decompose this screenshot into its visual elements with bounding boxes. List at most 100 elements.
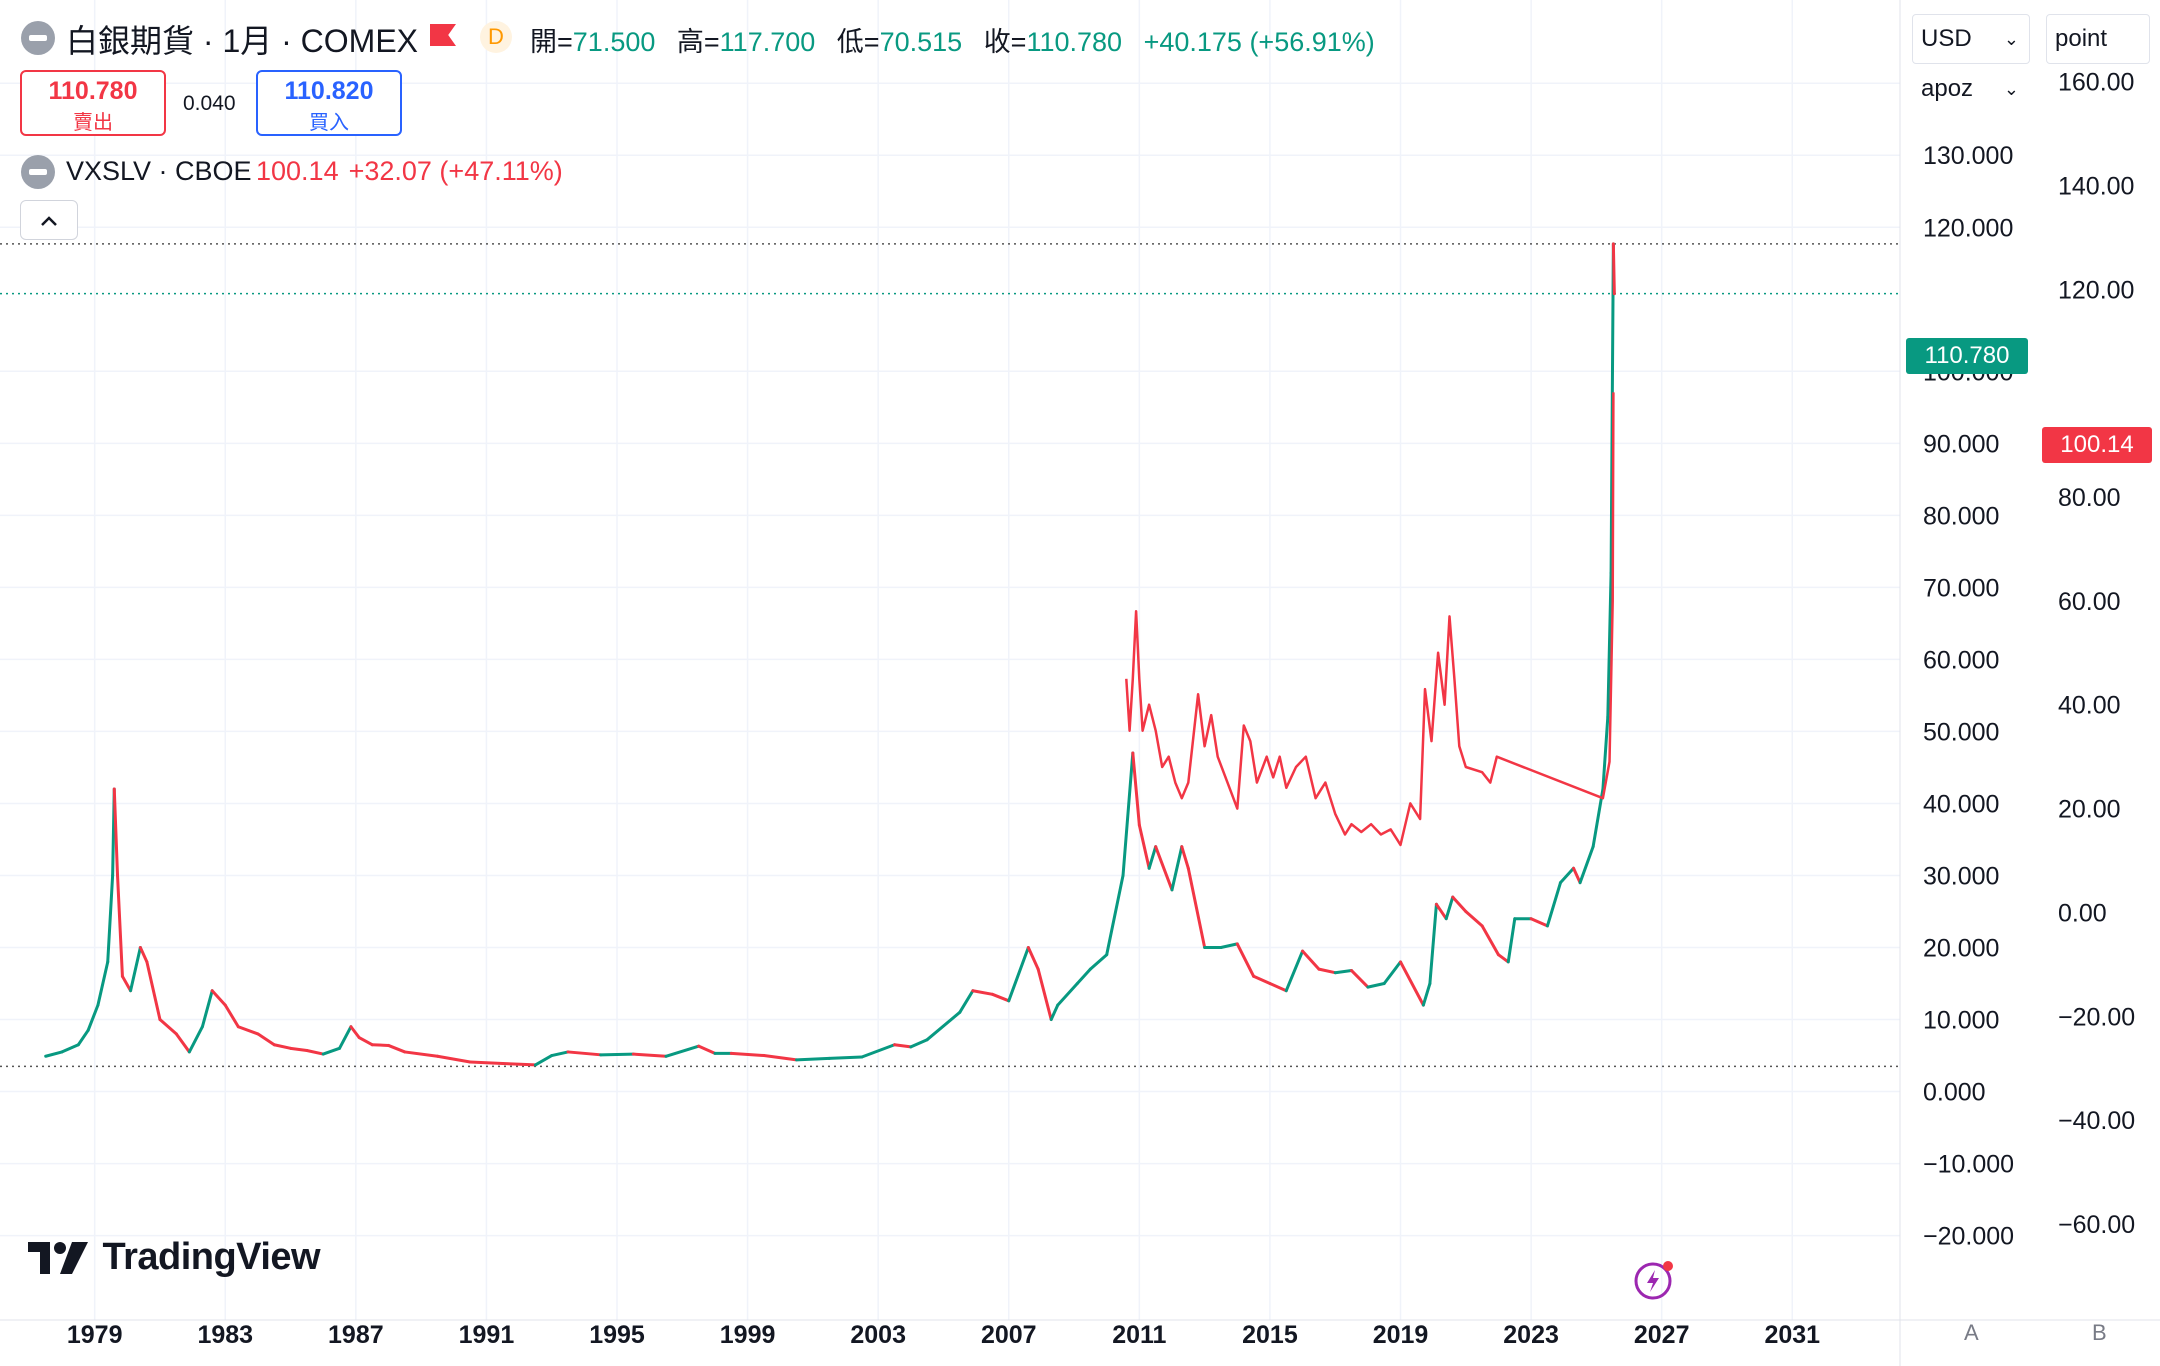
silver-price-segment xyxy=(971,989,994,996)
silver-price-segment xyxy=(200,989,214,1029)
silver-price-segment xyxy=(223,1003,240,1029)
x-tick-label: 1983 xyxy=(197,1321,253,1349)
silver-price-segment xyxy=(1284,949,1305,993)
right-tick-label: −20.00 xyxy=(2058,1003,2135,1031)
silver-price-segment xyxy=(321,1046,342,1056)
silver-price-segment xyxy=(1075,967,1092,986)
silver-price-segment xyxy=(116,873,124,978)
left-tick-label: 70.000 xyxy=(1923,574,1999,602)
silver-price-segment xyxy=(1529,917,1549,928)
silver-price-segment xyxy=(305,1048,325,1056)
collapse-legend-button[interactable] xyxy=(20,200,78,240)
x-tick-label: 2023 xyxy=(1503,1321,1559,1349)
silver-price-segment xyxy=(1219,942,1239,949)
silver-price-segment xyxy=(860,1043,897,1059)
silver-price-segment xyxy=(236,1025,260,1036)
unit-select[interactable]: apoz ⌄ xyxy=(1912,64,2030,114)
silver-price-segment xyxy=(120,974,133,993)
left-tick-label: 10.000 xyxy=(1923,1007,1999,1035)
silver-price-segment xyxy=(138,946,149,964)
buy-button[interactable]: 110.820 買入 xyxy=(256,70,402,136)
plot-area xyxy=(44,242,1616,1067)
low-value: 70.515 xyxy=(879,27,963,57)
left-tick-label: −10.000 xyxy=(1923,1151,2014,1179)
silver-price-segment xyxy=(1235,942,1256,978)
left-tick-label: 50.000 xyxy=(1923,718,1999,746)
time-axis[interactable]: 1979 1983 1987 1991 1995 1999 2003 2007 2011 2015… xyxy=(67,1321,1820,1349)
silver-price-segment xyxy=(1088,953,1109,971)
left-tick-label: 40.000 xyxy=(1923,790,1999,818)
silver-price-segment xyxy=(468,1060,505,1065)
silver-price-segment xyxy=(272,1043,293,1050)
silver-price-segment xyxy=(1180,845,1190,870)
right-price-axis[interactable]: 160.00 140.00 120.00 80.00 60.00 40.00 20.00 0.… xyxy=(2058,69,2135,1239)
silver-price-segment xyxy=(533,1054,554,1067)
silver-price-segment xyxy=(1049,1003,1060,1022)
x-tick-label: 2027 xyxy=(1634,1321,1690,1349)
auto-scale-left-button[interactable]: A xyxy=(1964,1320,1979,1345)
silver-price-segment xyxy=(1545,881,1562,928)
compare-price-tag: 100.14 xyxy=(2042,427,2152,463)
silver-price-segment xyxy=(158,1018,178,1036)
silver-price-segment xyxy=(1496,953,1510,964)
silver-price-segment xyxy=(990,992,1011,1003)
silver-price-segment xyxy=(1036,967,1053,1022)
compare-symbol[interactable]: VXSLV · CBOE xyxy=(66,156,252,186)
x-tick-label: 1987 xyxy=(328,1321,384,1349)
silver-price-segment xyxy=(1317,967,1337,975)
interval-badge: D xyxy=(480,21,512,53)
sell-button[interactable]: 110.780 賣出 xyxy=(20,70,166,136)
silver-price-segment xyxy=(1105,873,1125,957)
x-tick-label: 2003 xyxy=(850,1321,906,1349)
x-tick-label: 2019 xyxy=(1373,1321,1429,1349)
silver-price-segment xyxy=(1333,969,1354,975)
right-unit-label[interactable]: point xyxy=(2046,14,2150,64)
left-tick-label: 30.000 xyxy=(1923,862,1999,890)
x-tick-label: 1999 xyxy=(720,1321,776,1349)
silver-price-segment xyxy=(1007,946,1030,1003)
silver-price-segment xyxy=(370,1043,390,1047)
high-label: 高= xyxy=(676,27,720,57)
silver-price-segment xyxy=(44,1050,64,1058)
compare-value: 100.14 xyxy=(256,156,339,186)
spread-value: 0.040 xyxy=(183,92,236,115)
left-tick-label: 0.000 xyxy=(1923,1079,1986,1107)
right-tick-label: 0.00 xyxy=(2058,899,2107,927)
left-tick-label: 80.000 xyxy=(1923,502,1999,530)
silver-price-segment xyxy=(697,1044,717,1055)
silver-price-segment xyxy=(1137,823,1151,870)
silver-price-segment xyxy=(1464,909,1484,928)
silver-price-segment xyxy=(1506,917,1517,964)
left-tick-label: 20.000 xyxy=(1923,935,1999,963)
tradingview-logo-text: TradingView xyxy=(102,1236,321,1278)
right-tick-label: 120.00 xyxy=(2058,276,2134,304)
tradingview-logo[interactable]: TradingView xyxy=(28,1236,321,1279)
open-label: 開= xyxy=(530,27,573,57)
silver-price-segment xyxy=(1421,982,1432,1007)
silver-price-segment xyxy=(1131,751,1141,827)
currency-select[interactable]: USD ⌄ xyxy=(1912,14,2030,64)
left-price-axis[interactable]: 140.000130.000120.000100.00090.00080.000… xyxy=(1923,70,2014,1250)
right-tick-label: −40.00 xyxy=(2058,1107,2135,1135)
silver-price-segment xyxy=(187,1025,204,1054)
silver-price-segment xyxy=(1026,946,1040,971)
silver-price-segment xyxy=(1366,982,1386,989)
reference-lines xyxy=(0,243,1900,1068)
silver-price-segment xyxy=(1572,866,1582,885)
main-title[interactable]: 白銀期貨 · 1月 · COMEX xyxy=(66,23,419,59)
right-tick-label: −60.00 xyxy=(2058,1211,2135,1239)
silver-price-segment xyxy=(795,1056,831,1062)
chevron-up-icon xyxy=(41,216,57,226)
close-value: 110.780 xyxy=(1026,27,1123,57)
symbol-logo-icon xyxy=(21,21,55,55)
silver-price-segment xyxy=(349,1025,361,1040)
lightning-icon[interactable] xyxy=(1632,1258,1674,1300)
buy-price: 110.820 xyxy=(284,77,374,105)
right-tick-label: 60.00 xyxy=(2058,588,2121,616)
auto-scale-right-button[interactable]: B xyxy=(2092,1320,2107,1345)
silver-price-segment xyxy=(1428,902,1438,986)
compare-value-line: 100.14 +32.07 (+47.11%) xyxy=(256,156,563,187)
silver-price-segment xyxy=(631,1052,668,1058)
silver-price-segment xyxy=(338,1025,353,1050)
